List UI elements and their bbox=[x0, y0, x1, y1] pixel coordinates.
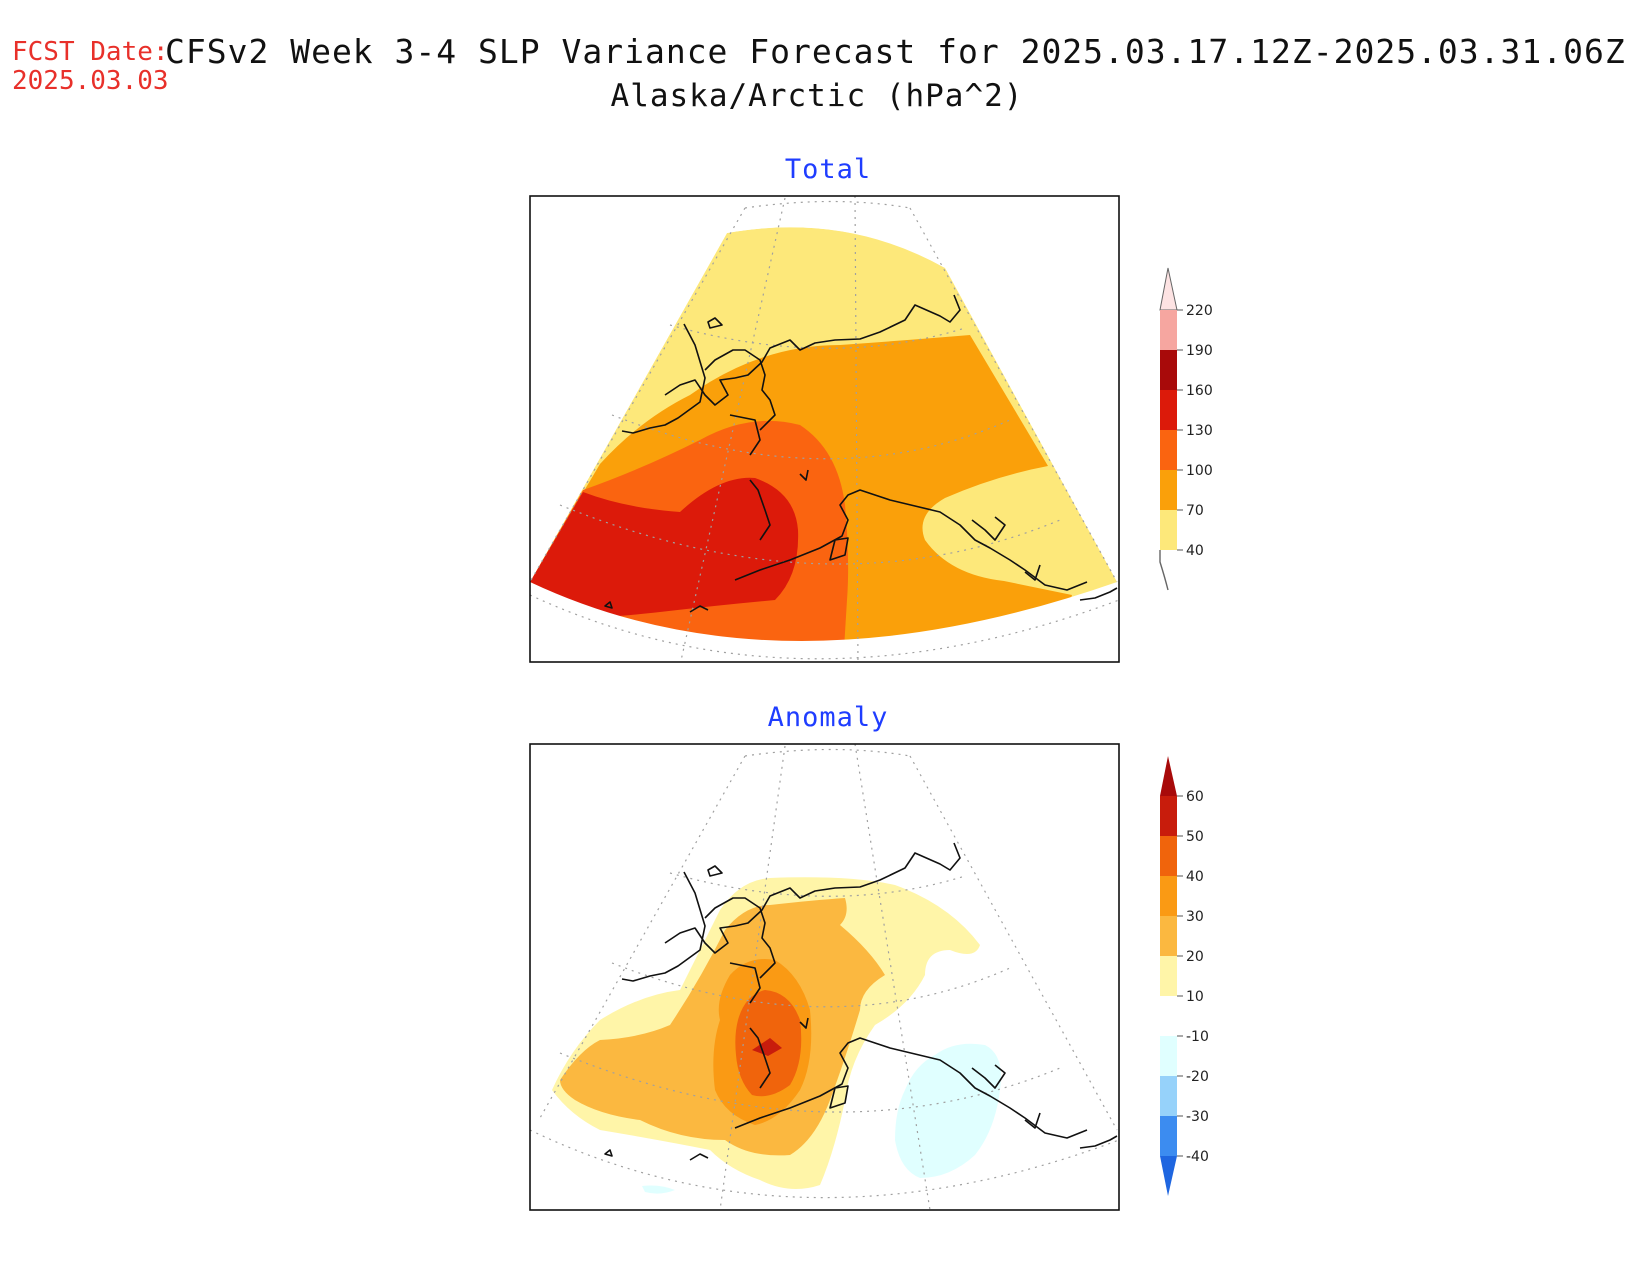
colorbar-anomaly-top-arrow bbox=[1160, 756, 1177, 796]
colorbar-total-label: 40 bbox=[1186, 543, 1204, 559]
colorbar-anomaly-label: 40 bbox=[1186, 869, 1204, 885]
colorbar-anomaly-label: 20 bbox=[1186, 949, 1204, 965]
colorbar-total-swatch bbox=[1160, 390, 1177, 430]
forecast-date-label: FCST Date: bbox=[12, 37, 169, 67]
colorbar-anomaly: 60 50 40 30 20 10 -10 -20 -30 -40 bbox=[1160, 756, 1209, 1196]
colorbar-anomaly-label: 30 bbox=[1186, 909, 1204, 925]
panel-title-anomaly: Anomaly bbox=[767, 702, 889, 733]
colorbar-anomaly-swatch bbox=[1160, 796, 1177, 836]
colorbar-anomaly-swatch bbox=[1160, 996, 1177, 1036]
colorbar-total: 220 190 160 130 100 70 40 bbox=[1159, 267, 1213, 591]
colorbar-anomaly-bottom-arrow bbox=[1160, 1156, 1177, 1196]
figure-subtitle-text: Alaska/Arctic (hPa^2) bbox=[610, 78, 1024, 114]
panel-title-total: Total bbox=[784, 154, 872, 185]
anomaly-graticule bbox=[530, 744, 1119, 1210]
colorbar-anomaly-label: -20 bbox=[1186, 1069, 1209, 1085]
colorbar-anomaly-label: 10 bbox=[1186, 989, 1204, 1005]
total-domain-mask-bottom bbox=[530, 582, 1119, 662]
total-band-130-160 bbox=[530, 477, 799, 617]
figure-subtitle: Alaska/Arctic (hPa^2) bbox=[0, 78, 1650, 114]
colorbar-total-swatch bbox=[1160, 470, 1177, 510]
colorbar-total-swatch bbox=[1160, 310, 1177, 350]
colorbar-anomaly-swatch bbox=[1160, 1116, 1177, 1156]
forecast-date-block: FCST Date: 2025.03.03 bbox=[12, 38, 169, 96]
colorbar-total-swatch bbox=[1160, 350, 1177, 390]
colorbar-total-swatch bbox=[1160, 510, 1177, 550]
colorbar-anomaly-swatch bbox=[1160, 1076, 1177, 1116]
colorbar-anomaly-swatch bbox=[1160, 916, 1177, 956]
colorbar-anomaly-swatch bbox=[1160, 956, 1177, 996]
colorbar-anomaly-label: -30 bbox=[1186, 1109, 1209, 1125]
colorbar-total-label: 220 bbox=[1186, 303, 1213, 319]
colorbar-total-label: 130 bbox=[1186, 423, 1213, 439]
map-total bbox=[529, 195, 1120, 663]
anomaly-band-neg10-neg20 bbox=[895, 1043, 1001, 1178]
total-coastlines bbox=[604, 294, 1118, 613]
anomaly-band-50-60 bbox=[752, 1038, 782, 1056]
colorbar-total-label: 160 bbox=[1186, 383, 1213, 399]
colorbar-total-bottom-tail bbox=[1159, 550, 1169, 591]
colorbar-total-swatch bbox=[1160, 430, 1177, 470]
anomaly-band-neg10-small bbox=[642, 1185, 675, 1194]
colorbar-total-label: 100 bbox=[1186, 463, 1213, 479]
anomaly-coastlines bbox=[604, 842, 1118, 1161]
colorbar-total-label: 190 bbox=[1186, 343, 1213, 359]
colorbar-anomaly-label: 60 bbox=[1186, 789, 1204, 805]
colorbar-anomaly-label: 50 bbox=[1186, 829, 1204, 845]
colorbar-total-top-arrow bbox=[1159, 267, 1178, 311]
colorbar-anomaly-swatch bbox=[1160, 876, 1177, 916]
total-graticule bbox=[530, 196, 1119, 662]
total-domain-mask bbox=[530, 196, 1119, 582]
map-frame-total bbox=[529, 195, 1120, 663]
map-frame-anomaly bbox=[529, 743, 1120, 1211]
colorbar-total-label: 70 bbox=[1186, 503, 1204, 519]
colorbar-anomaly-swatch bbox=[1160, 1036, 1177, 1076]
figure-title: CFSv2 Week 3-4 SLP Variance Forecast for… bbox=[165, 32, 1626, 71]
colorbar-anomaly-swatch bbox=[1160, 836, 1177, 876]
colorbar-anomaly-label: -10 bbox=[1186, 1029, 1209, 1045]
map-anomaly bbox=[529, 743, 1120, 1211]
forecast-date-value: 2025.03.03 bbox=[12, 66, 169, 96]
colorbar-anomaly-label: -40 bbox=[1186, 1149, 1209, 1165]
